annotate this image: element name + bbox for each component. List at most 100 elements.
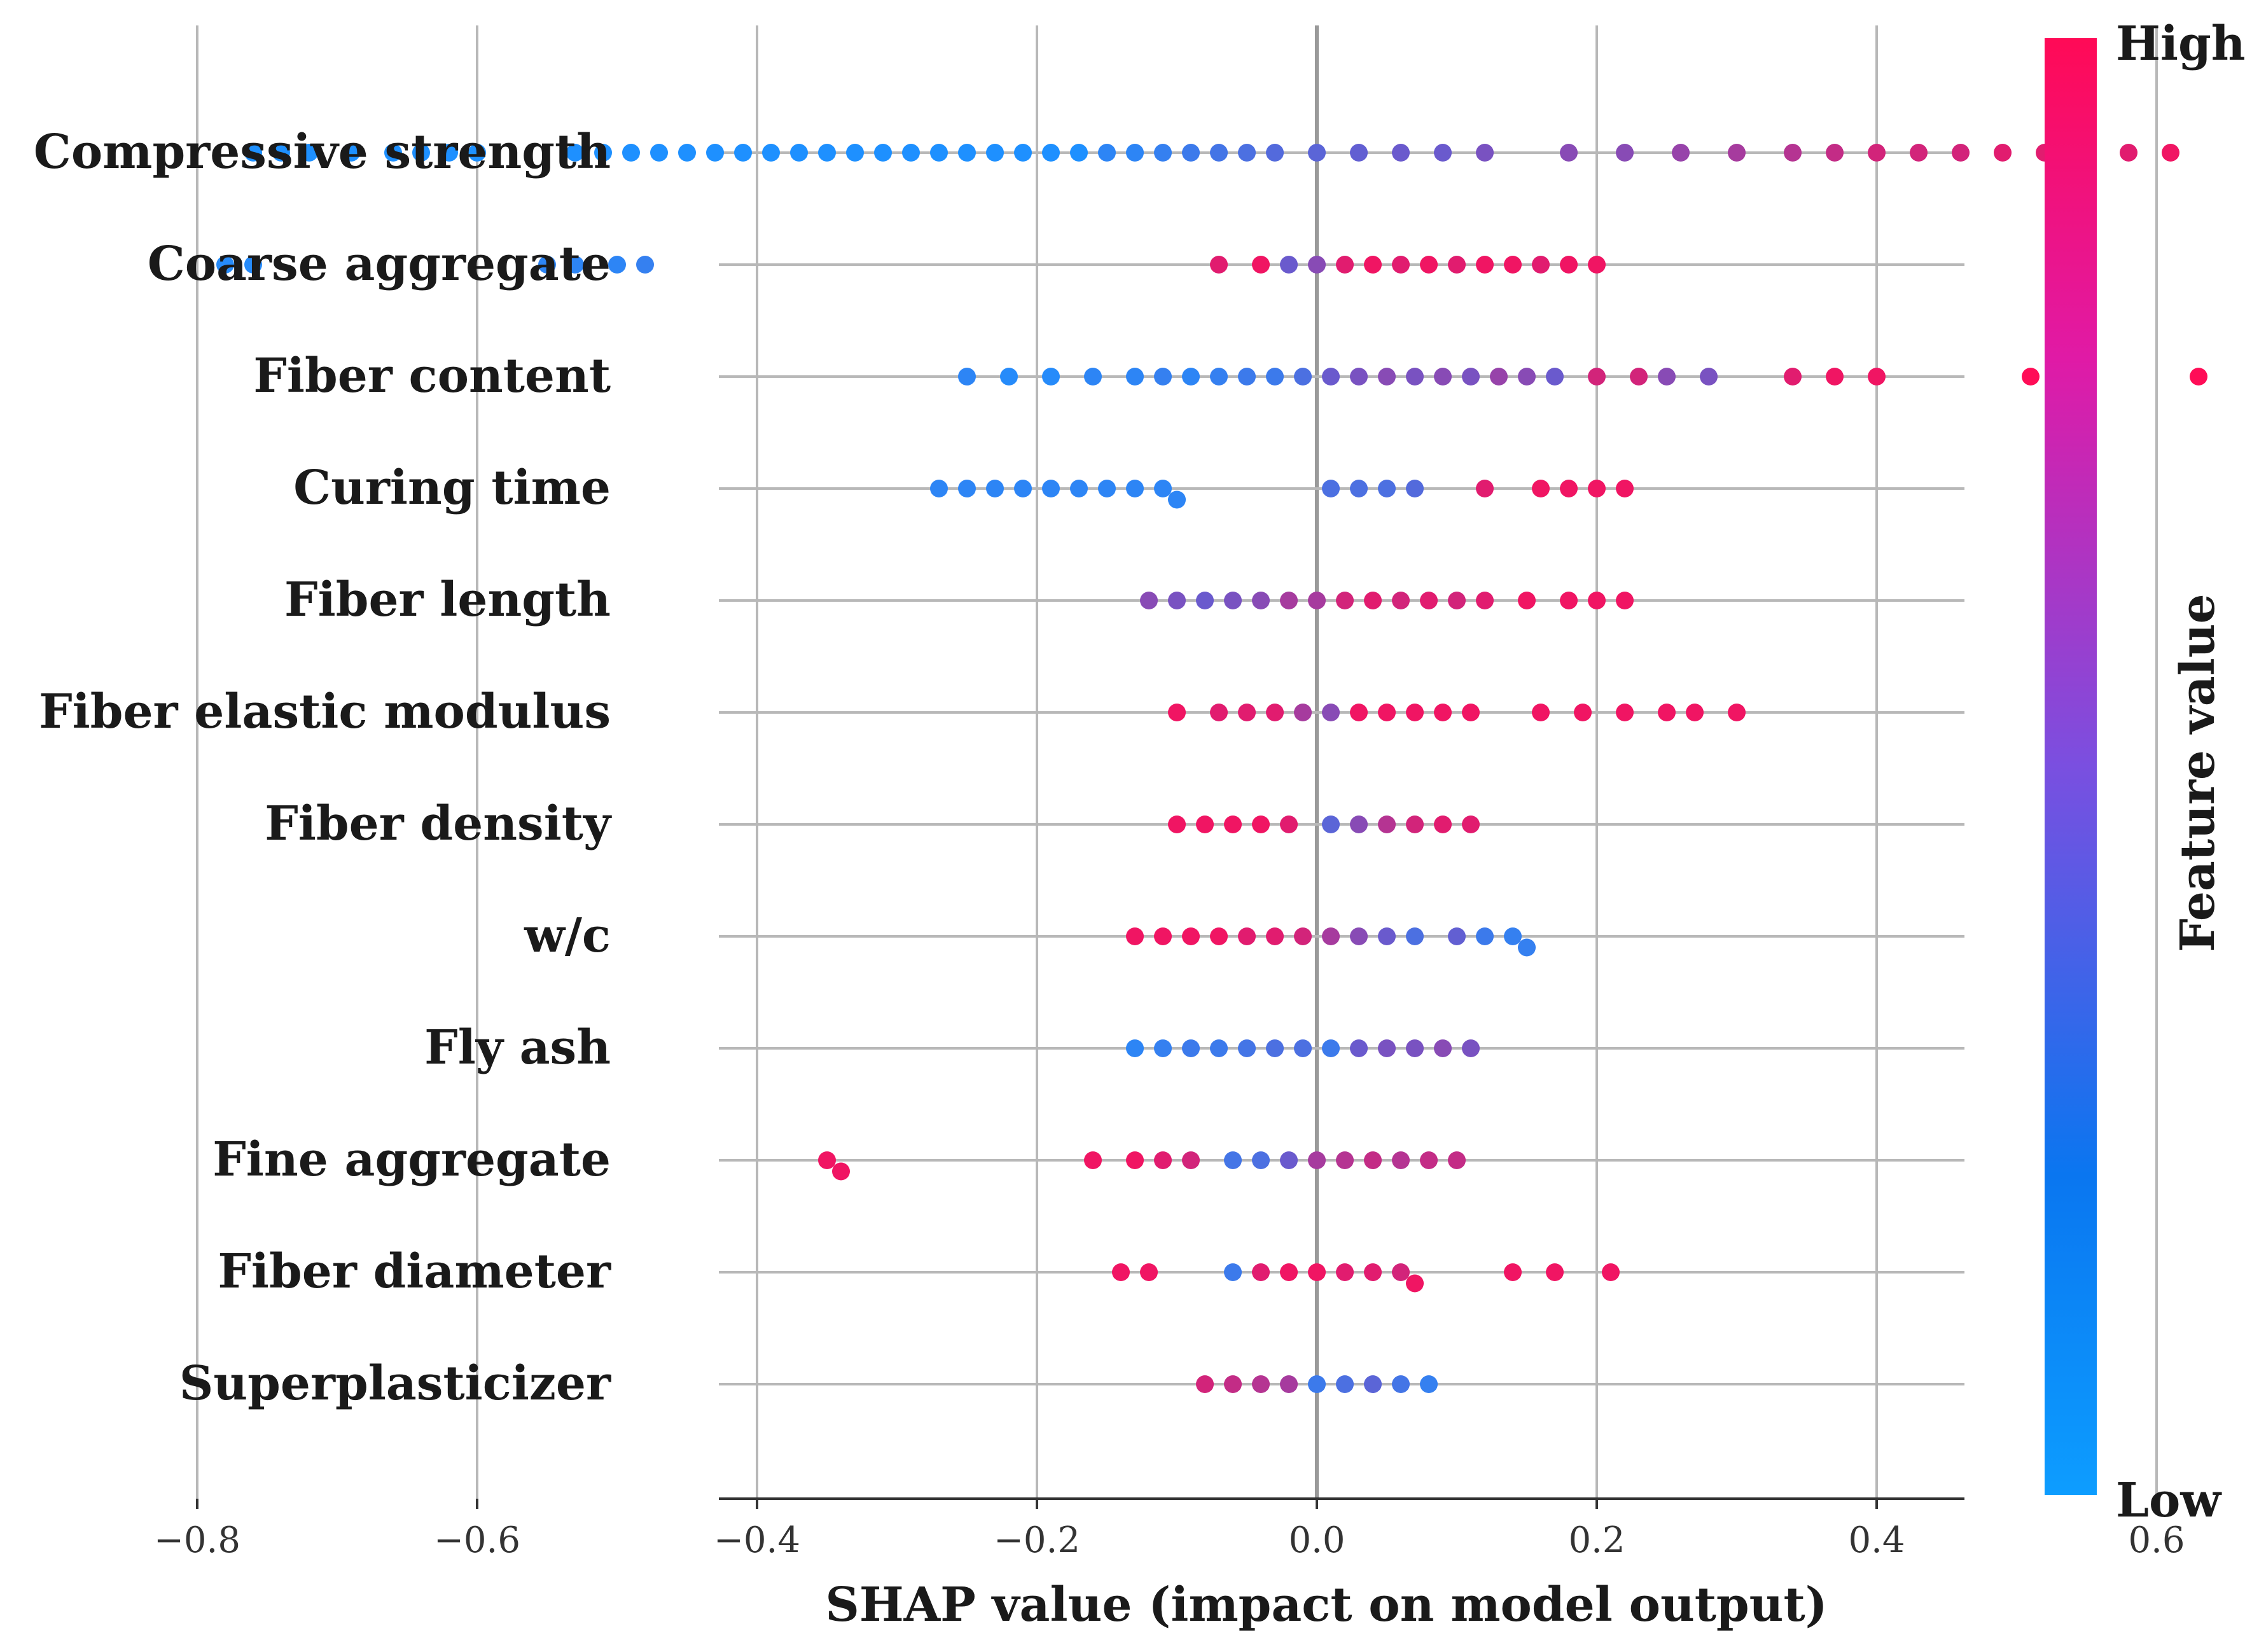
shap-point xyxy=(1308,144,1326,162)
x-axis-title: SHAP value (impact on model output) xyxy=(825,1578,1827,1632)
shap-point xyxy=(1434,1039,1452,1057)
shap-point xyxy=(1364,1375,1382,1393)
x-tick-label: −0.2 xyxy=(994,1520,1080,1561)
shap-point xyxy=(1322,927,1340,945)
shap-point xyxy=(1266,368,1284,385)
shap-point xyxy=(1322,1039,1340,1057)
shap-point xyxy=(1140,592,1158,609)
shap-point xyxy=(1224,1263,1242,1281)
shap-point xyxy=(1238,704,1256,721)
shap-point xyxy=(930,480,948,497)
shap-point xyxy=(1252,1375,1270,1393)
shap-point xyxy=(1784,144,1802,162)
shap-point xyxy=(1560,144,1578,162)
shap-point xyxy=(1504,927,1522,945)
shap-point xyxy=(930,144,948,162)
shap-point xyxy=(1154,927,1172,945)
feature-label: Coarse aggregate xyxy=(148,237,611,291)
shap-point xyxy=(342,144,360,162)
shap-point xyxy=(1350,927,1368,945)
shap-point xyxy=(762,144,780,162)
shap-point xyxy=(1406,816,1424,833)
shap-point xyxy=(1350,480,1368,497)
shap-point xyxy=(1154,1039,1172,1057)
shap-point xyxy=(1728,144,1746,162)
shap-point xyxy=(1994,144,2012,162)
shap-point xyxy=(1280,816,1298,833)
shap-point xyxy=(1406,1274,1424,1293)
shap-point xyxy=(2162,144,2179,162)
shap-point xyxy=(216,256,234,274)
shap-point xyxy=(1910,144,1928,162)
shap-point xyxy=(1322,816,1340,833)
shap-point xyxy=(1266,927,1284,945)
shap-point xyxy=(1420,256,1438,274)
shap-point xyxy=(1364,592,1382,609)
x-tick-label: −0.4 xyxy=(714,1520,800,1561)
shap-point xyxy=(1658,368,1676,385)
x-tick-label: −0.6 xyxy=(434,1520,520,1561)
x-tick-label: −0.8 xyxy=(154,1520,240,1561)
shap-point xyxy=(244,144,262,162)
shap-point xyxy=(1588,592,1606,609)
shap-point xyxy=(1602,1263,1620,1281)
shap-point xyxy=(1224,816,1242,833)
shap-point xyxy=(1126,368,1144,385)
shap-point xyxy=(1448,256,1466,274)
shap-point xyxy=(1392,1375,1410,1393)
shap-point xyxy=(1378,480,1396,497)
shap-point xyxy=(1518,938,1536,957)
shap-point xyxy=(1434,816,1452,833)
feature-label: Superplasticizer xyxy=(179,1356,611,1411)
feature-label: Curing time xyxy=(293,461,611,515)
shap-point xyxy=(1000,368,1018,385)
shap-point xyxy=(678,144,696,162)
shap-point xyxy=(1070,144,1088,162)
shap-point xyxy=(1196,592,1214,609)
shap-point xyxy=(1294,927,1312,945)
shap-point xyxy=(1238,368,1256,385)
shap-point xyxy=(1378,927,1396,945)
shap-point xyxy=(1378,816,1396,833)
shap-point xyxy=(1448,592,1466,609)
shap-point xyxy=(1294,1039,1312,1057)
shap-point xyxy=(1532,480,1550,497)
shap-point xyxy=(412,144,430,162)
shap-point xyxy=(1280,592,1298,609)
shap-point xyxy=(1574,704,1592,721)
shap-point xyxy=(2120,144,2137,162)
shap-point xyxy=(1616,480,1634,497)
shap-point xyxy=(566,144,584,162)
shap-point xyxy=(1252,816,1270,833)
shap-point xyxy=(1672,144,1690,162)
shap-point xyxy=(1308,1151,1326,1169)
shap-point xyxy=(1504,256,1522,274)
shap-point xyxy=(1560,256,1578,274)
shap-point xyxy=(1476,144,1494,162)
shap-point xyxy=(958,368,976,385)
shap-point xyxy=(1462,816,1480,833)
shap-point xyxy=(468,144,486,162)
shap-point xyxy=(1616,144,1634,162)
shap-point xyxy=(1238,144,1256,162)
shap-point xyxy=(1868,144,1886,162)
shap-point xyxy=(1014,480,1032,497)
shap-point xyxy=(1826,368,1844,385)
shap-point xyxy=(1392,256,1410,274)
shap-point xyxy=(1952,144,1970,162)
shap-point xyxy=(1588,368,1606,385)
shap-point xyxy=(1280,1375,1298,1393)
shap-point xyxy=(986,480,1004,497)
shap-point xyxy=(1350,368,1368,385)
shap-point xyxy=(1126,1039,1144,1057)
feature-label: Fly ash xyxy=(424,1020,611,1075)
shap-point xyxy=(790,144,808,162)
colorbar-low-label: Low xyxy=(2116,1473,2222,1528)
shap-point xyxy=(1434,704,1452,721)
shap-point xyxy=(1588,480,1606,497)
shap-point xyxy=(1252,1151,1270,1169)
shap-point xyxy=(1154,480,1172,497)
shap-point xyxy=(874,144,892,162)
shap-point xyxy=(650,144,668,162)
shap-point xyxy=(1434,368,1452,385)
